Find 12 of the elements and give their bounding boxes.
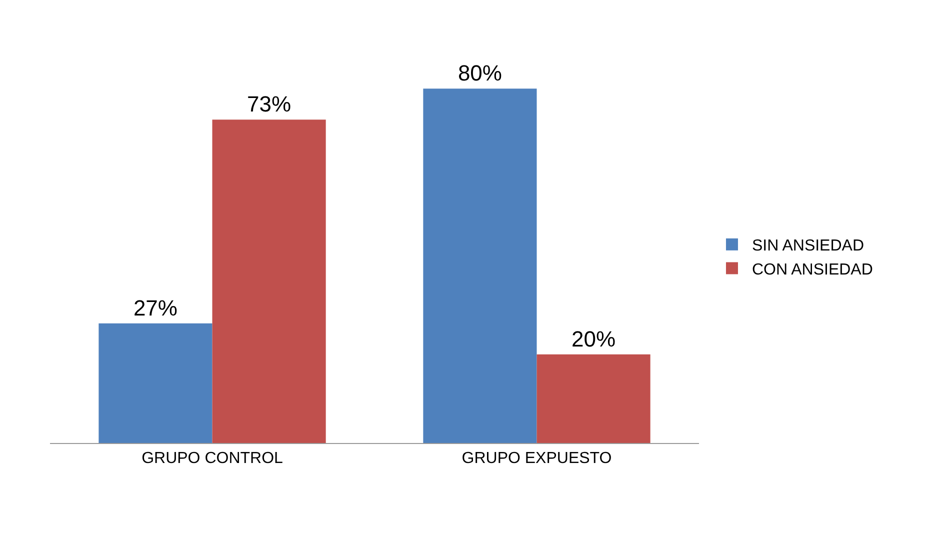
bar	[212, 120, 326, 443]
bar	[536, 354, 650, 443]
data-label: 73%	[247, 92, 292, 117]
x-tick-label: GRUPO CONTROL	[142, 450, 284, 468]
data-label: 20%	[572, 326, 616, 352]
legend-label: SIN ANSIEDAD	[752, 238, 864, 255]
data-label: 80%	[458, 60, 502, 86]
bar	[423, 88, 537, 443]
x-tick-label: GRUPO EXPUESTO	[462, 450, 612, 468]
bar	[98, 323, 212, 443]
legend-label: CON ANSIEDAD	[752, 261, 873, 278]
data-label: 27%	[133, 295, 178, 320]
